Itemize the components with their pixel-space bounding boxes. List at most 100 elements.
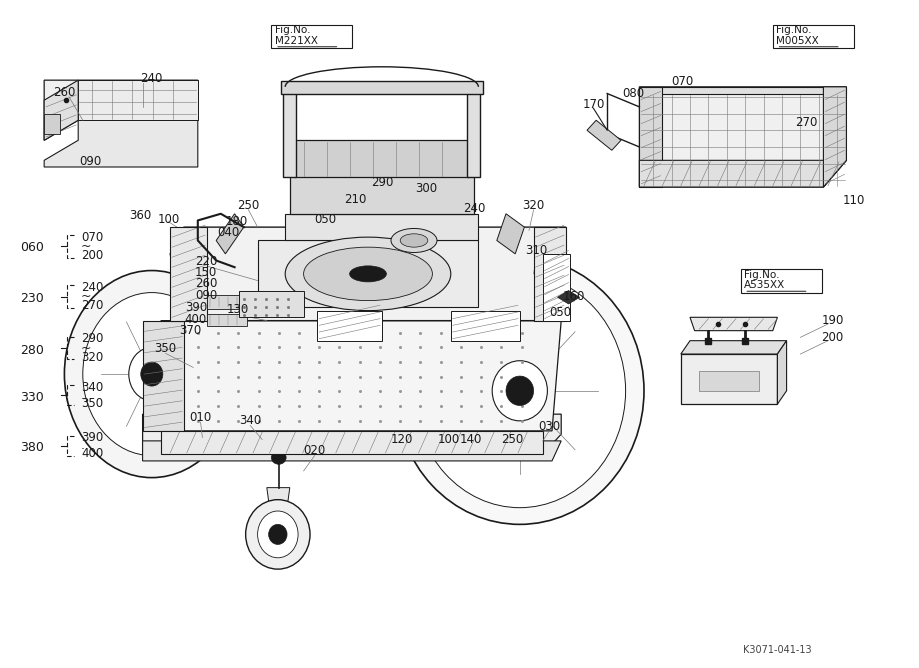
Text: M221XX: M221XX [275,36,318,45]
Text: 400: 400 [185,313,207,326]
Text: 220: 220 [195,255,217,268]
Ellipse shape [141,362,163,386]
Text: 210: 210 [344,192,366,206]
Bar [772,25,853,48]
Text: 240: 240 [81,281,103,294]
Text: 350: 350 [154,342,176,355]
Text: 400: 400 [81,447,103,460]
Polygon shape [257,240,478,307]
Ellipse shape [83,293,221,456]
Text: 350: 350 [81,397,103,410]
Polygon shape [161,321,561,431]
Ellipse shape [395,257,643,524]
Polygon shape [294,140,469,177]
Polygon shape [639,87,662,187]
Ellipse shape [492,361,547,421]
Ellipse shape [285,237,450,311]
Text: 050: 050 [314,212,336,226]
Polygon shape [207,295,246,309]
Text: 300: 300 [414,182,437,195]
Text: 060: 060 [20,240,44,254]
Ellipse shape [129,347,175,401]
Ellipse shape [245,500,310,569]
Polygon shape [777,341,786,404]
Polygon shape [823,87,845,187]
Text: 270: 270 [81,299,103,313]
Text: 390: 390 [81,431,103,444]
Text: 100: 100 [157,213,179,226]
Text: 240: 240 [463,202,485,215]
Text: 340: 340 [81,381,103,394]
Polygon shape [170,227,565,321]
Text: 050: 050 [549,306,571,319]
Polygon shape [689,317,777,331]
Text: .: . [81,439,85,452]
Text: 260: 260 [53,86,75,99]
Text: 330: 330 [20,391,44,404]
Text: ~: ~ [81,290,91,303]
Text: 240: 240 [141,71,163,85]
Polygon shape [78,80,198,120]
Text: 310: 310 [525,244,547,257]
Text: 270: 270 [794,116,816,129]
Text: 280: 280 [20,344,44,357]
Text: 250: 250 [501,433,523,446]
Text: 390: 390 [185,301,207,314]
Polygon shape [267,488,289,521]
Text: 340: 340 [239,414,261,428]
Text: 040: 040 [217,226,239,239]
Text: 030: 030 [538,420,560,433]
Text: 260: 260 [195,277,217,291]
Bar [740,269,821,293]
Text: M005XX: M005XX [776,36,818,45]
Polygon shape [639,160,845,187]
Text: 380: 380 [20,441,44,454]
Ellipse shape [271,451,286,464]
Ellipse shape [414,274,625,508]
Text: 370: 370 [179,324,201,337]
Polygon shape [44,80,198,140]
Text: 180: 180 [225,215,247,228]
Text: K3071-041-13: K3071-041-13 [742,645,811,655]
Text: 290: 290 [371,176,393,189]
Text: Fig.No.: Fig.No. [743,270,779,279]
Polygon shape [467,87,480,177]
Text: Fig.No.: Fig.No. [275,25,311,35]
Text: 100: 100 [437,433,460,446]
Text: 010: 010 [189,411,211,424]
Ellipse shape [257,511,298,558]
Text: 320: 320 [522,198,544,212]
Text: 360: 360 [130,208,152,222]
Polygon shape [542,254,570,321]
Ellipse shape [349,266,386,282]
Polygon shape [280,81,482,94]
Text: 140: 140 [460,433,482,446]
Polygon shape [44,120,198,167]
Text: 070: 070 [81,230,103,244]
Polygon shape [639,87,845,94]
Polygon shape [283,87,296,177]
Text: 200: 200 [821,331,843,344]
Text: ~: ~ [81,240,91,253]
Polygon shape [680,354,777,404]
Polygon shape [142,441,561,461]
Text: Fig.No.: Fig.No. [776,25,811,35]
Ellipse shape [505,376,533,405]
Polygon shape [161,431,542,454]
Text: ~: ~ [81,341,91,355]
Polygon shape [44,80,78,140]
Ellipse shape [268,524,287,544]
Polygon shape [216,214,244,254]
Polygon shape [680,341,786,354]
Ellipse shape [391,228,437,253]
Text: 130: 130 [226,303,248,317]
Text: 020: 020 [303,444,325,458]
Text: 230: 230 [20,292,44,305]
Polygon shape [450,311,519,341]
Ellipse shape [400,234,427,247]
Polygon shape [142,321,184,431]
Text: 150: 150 [195,266,217,279]
Bar [698,371,758,391]
Text: .: . [81,389,85,402]
Polygon shape [170,227,207,321]
